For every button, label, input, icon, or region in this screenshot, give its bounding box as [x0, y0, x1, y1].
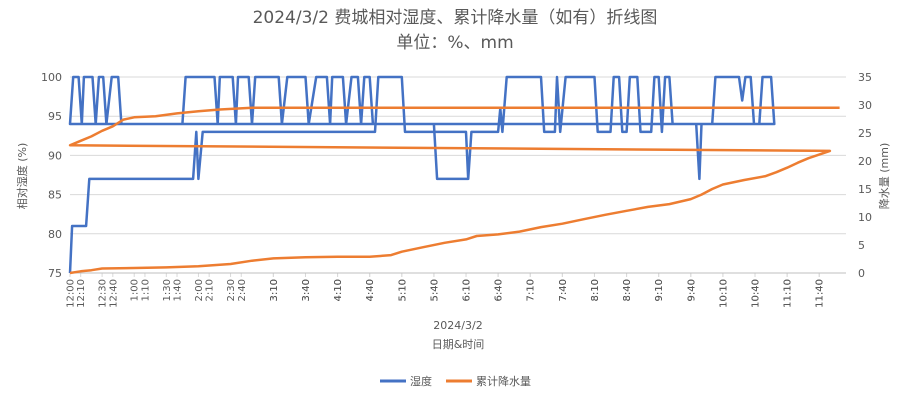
x-tick-label: 7:40 — [558, 279, 569, 301]
left-tick-label: 75 — [48, 267, 62, 280]
left-tick-label: 95 — [48, 110, 62, 123]
x-tick-label: 7:40 — [558, 279, 569, 301]
x-tick-label: 12:30 — [98, 279, 109, 308]
left-tick-label: 85 — [48, 189, 62, 202]
chart-subtitle: 单位：%、mm — [396, 33, 513, 53]
x-tick-label: 9:40 — [686, 279, 697, 301]
x-tick-label: 11:40 — [815, 279, 826, 308]
x-tick-label: 11:40 — [815, 279, 826, 308]
x-tick-label: 11:10 — [783, 279, 794, 308]
x-axis-title: 日期&时间 — [432, 338, 485, 351]
series-line-precipitation — [68, 106, 840, 275]
x-tick-label: 12:40 — [108, 279, 119, 308]
x-tick-label: 12:00 — [66, 279, 77, 308]
x-tick-label: 4:10 — [333, 279, 344, 301]
x-tick-label: 3:10 — [269, 279, 280, 301]
x-tick-label: 7:10 — [526, 279, 537, 301]
legend-label-humidity: 湿度 — [410, 374, 432, 388]
x-group-label: 2024/3/2 — [433, 319, 482, 332]
x-tick-label: 6:40 — [494, 279, 505, 301]
x-tick-label: 3:40 — [301, 279, 312, 301]
gridlines — [70, 76, 846, 274]
left-tick-label: 100 — [41, 71, 62, 84]
left-tick-label: 90 — [48, 149, 62, 162]
right-tick-label: 15 — [858, 183, 872, 196]
right-axis-title: 降水量 (mm) — [877, 143, 891, 210]
x-axis-ticks: 12:00 12:30 1:00 1:30 2:00 2:30 3:10 3:40 4:10 4:… — [66, 272, 846, 308]
x-tick-label: 1:30 — [162, 279, 173, 301]
x-tick-label: 5:10 — [397, 279, 408, 301]
x-tick-label: 2:30 — [226, 279, 237, 301]
right-tick-label: 35 — [858, 71, 872, 84]
chart-title: 2024/3/2 费城相对湿度、累计降水量（如有）折线图 — [253, 8, 658, 28]
right-tick-label: 0 — [858, 267, 865, 280]
x-tick-label: 9:10 — [654, 279, 665, 301]
left-axis-title: 相对湿度 (%) — [15, 143, 29, 210]
x-tick-label: 10:40 — [751, 279, 762, 308]
x-tick-label: 6:40 — [494, 279, 505, 301]
left-tick-label: 80 — [48, 228, 62, 241]
right-tick-label: 5 — [858, 239, 865, 252]
x-tick-label: 9:10 — [654, 279, 665, 301]
x-tick-label: 10:10 — [718, 279, 729, 308]
right-axis-ticks: 0 5 10 15 20 25 30 35 — [858, 71, 872, 280]
x-tick-label: 8:40 — [622, 279, 633, 301]
x-tick-label: 7:10 — [526, 279, 537, 301]
legend-label-precipitation: 累计降水量 — [476, 374, 531, 388]
x-tick-label: 10:10 — [718, 279, 729, 308]
x-tick-label: 5:40 — [429, 279, 440, 301]
x-tick-label: 4:40 — [365, 279, 376, 301]
x-tick-label: 11:10 — [783, 279, 794, 308]
x-tick-label: 2:00 — [194, 279, 205, 301]
x-tick-label: 4:40 — [365, 279, 376, 301]
x-tick-label: 3:10 — [269, 279, 280, 301]
x-tick-label: 1:10 — [140, 279, 151, 301]
x-tick-label: 4:10 — [333, 279, 344, 301]
x-tick-label: 5:40 — [429, 279, 440, 301]
series-line-humidity — [68, 75, 776, 274]
x-tick-label: 1:00 — [130, 279, 141, 301]
series-layer — [68, 75, 840, 275]
right-tick-label: 10 — [858, 211, 872, 224]
x-tick-label: 1:40 — [173, 279, 184, 301]
legend: 湿度 累计降水量 — [380, 374, 531, 388]
x-tick-label: 6:10 — [462, 279, 473, 301]
x-tick-label: 12:10 — [76, 279, 87, 308]
right-tick-label: 30 — [858, 99, 872, 112]
left-axis-ticks: 75 80 85 90 95 100 — [41, 71, 62, 280]
x-tick-label: 5:10 — [397, 279, 408, 301]
x-tick-label: 8:10 — [590, 279, 601, 301]
x-tick-label: 8:40 — [622, 279, 633, 301]
x-tick-label: 10:40 — [751, 279, 762, 308]
x-tick-label: 3:40 — [301, 279, 312, 301]
x-tick-label: 2:10 — [205, 279, 216, 301]
right-tick-label: 20 — [858, 155, 872, 168]
right-tick-label: 25 — [858, 127, 872, 140]
x-tick-label: 2:40 — [237, 279, 248, 301]
x-tick-label: 6:10 — [462, 279, 473, 301]
x-tick-label: 8:10 — [590, 279, 601, 301]
x-tick-label: 9:40 — [686, 279, 697, 301]
